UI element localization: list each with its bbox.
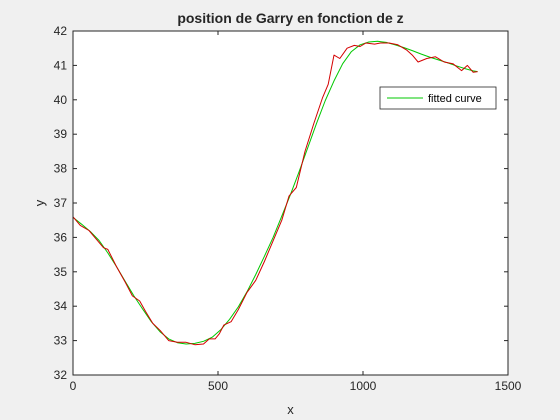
x-tick-label: 500 — [208, 379, 228, 393]
data-series-line — [72, 42, 478, 346]
y-tick-label: 42 — [54, 24, 68, 38]
x-axis-label: x — [287, 402, 294, 417]
y-tick-label: 32 — [54, 368, 68, 382]
y-tick-label: 40 — [54, 93, 68, 107]
axis-ticks: 0 500 1000 1500 32 33 34 35 36 37 38 39 40 41 42 — [54, 24, 522, 393]
y-tick-label: 35 — [54, 265, 68, 279]
y-tick-label: 36 — [54, 230, 68, 244]
plot-area — [73, 31, 508, 375]
legend: fitted curve — [379, 86, 497, 110]
legend-label-fitted-curve: fitted curve — [428, 93, 482, 105]
y-tick-label: 37 — [54, 196, 68, 210]
x-tick-label: 1500 — [495, 379, 522, 393]
series-lines — [72, 40, 478, 346]
y-tick-label: 34 — [54, 299, 68, 313]
y-tick-label: 38 — [54, 162, 68, 176]
legend-box — [379, 86, 497, 110]
y-tick-label: 39 — [54, 127, 68, 141]
chart-title: position de Garry en fonction de z — [177, 10, 403, 26]
y-tick-label: 41 — [54, 58, 68, 72]
x-tick-label: 0 — [70, 379, 77, 393]
y-axis-label: y — [32, 199, 47, 206]
y-tick-label: 33 — [54, 334, 68, 348]
fitted-curve-line — [72, 40, 478, 345]
x-tick-label: 1000 — [350, 379, 377, 393]
